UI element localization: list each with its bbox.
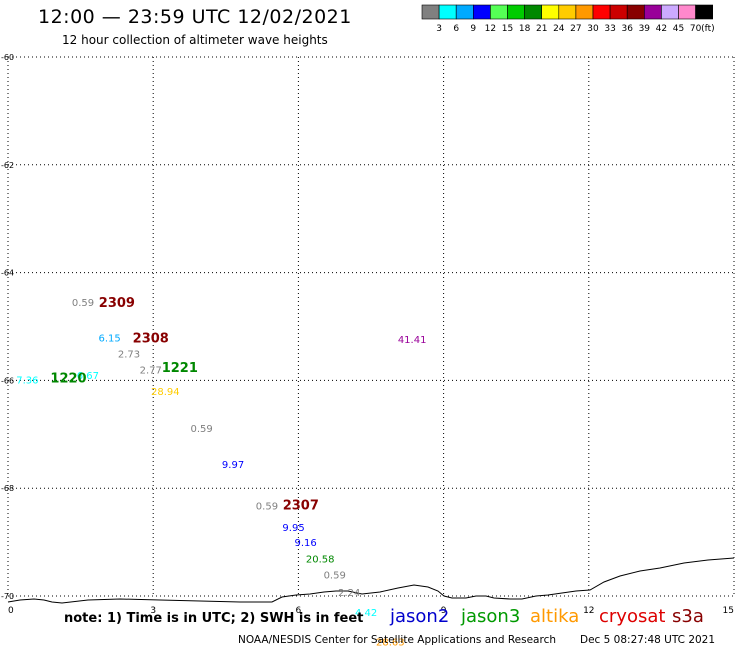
wave-height-label: 20.58 — [306, 554, 335, 565]
colorbar-swatch — [661, 4, 679, 20]
colorbar-swatch — [592, 4, 611, 20]
wave-height-label: 6.67 — [77, 371, 99, 382]
footer-credit: NOAA/NESDIS Center for Satellite Applica… — [238, 634, 556, 646]
colorbar-swatch — [421, 4, 440, 20]
legend-jason3: jason3 — [461, 606, 521, 627]
wave-height-label: 9.97 — [222, 460, 244, 471]
x-tick-label: 9 — [441, 606, 447, 616]
colorbar-swatch — [678, 4, 696, 20]
colorbar-label: 30 — [587, 24, 599, 34]
colorbar-label: 6 — [453, 24, 459, 34]
wave-height-label: 2.73 — [118, 349, 140, 360]
y-tick-label: -70 — [1, 592, 14, 601]
wave-height-label: 9.16 — [295, 538, 317, 549]
legend-cryosat: cryosat — [599, 606, 666, 627]
units-note: note: 1) Time is in UTC; 2) SWH is in fe… — [64, 611, 364, 626]
colorbar-swatch — [626, 4, 645, 20]
y-tick-label: -60 — [1, 53, 14, 62]
axes-frame — [7, 56, 735, 597]
wave-height-label: 0.59 — [256, 501, 278, 512]
y-tick-label: -64 — [1, 269, 14, 278]
chart-subtitle: 12 hour collection of altimeter wave hei… — [62, 33, 328, 47]
colorbar: 3 6 9 12 15 18 21 24 27 30 33 36 39 42 45 70 (ft) — [421, 4, 715, 34]
colorbar-label: 27 — [570, 24, 581, 34]
colorbar-swatch — [438, 4, 457, 20]
coastline-path — [7, 557, 735, 604]
colorbar-label: 42 — [656, 24, 667, 34]
colorbar-swatch — [609, 4, 628, 20]
colorbar-swatch — [472, 4, 491, 20]
colorbar-label: 18 — [519, 24, 531, 34]
y-tick-label: -62 — [1, 161, 14, 170]
colorbar-label: 24 — [553, 24, 565, 34]
colorbar-swatch — [558, 4, 577, 20]
colorbar-swatch — [524, 4, 542, 20]
wave-height-label: 41.41 — [398, 335, 427, 346]
colorbar-swatch — [695, 4, 713, 20]
colorbar-label: 15 — [502, 24, 513, 34]
chart-title: 12:00 — 23:59 UTC 12/02/2021 — [38, 6, 352, 28]
legend-jason2: jason2 — [390, 606, 450, 627]
x-tick-label: 0 — [8, 606, 14, 616]
colorbar-swatch — [575, 4, 594, 20]
coastline — [7, 557, 735, 604]
wave-height-label: 28.63 — [376, 637, 405, 648]
x-tick-label: 15 — [723, 606, 734, 616]
colorbar-label: 33 — [604, 24, 615, 34]
x-tick-label: 6 — [296, 606, 302, 616]
time-label: 2308 — [133, 331, 169, 346]
colorbar-label: 9 — [470, 24, 476, 34]
wave-height-label: 9.95 — [282, 523, 304, 534]
colorbar-label: 21 — [536, 24, 547, 34]
colorbar-unit: (ft) — [701, 24, 715, 34]
legend-s3a: s3a — [672, 606, 704, 627]
colorbar-label: 39 — [639, 24, 651, 34]
colorbar-swatch — [455, 4, 474, 20]
wave-height-label: 4.42 — [355, 608, 377, 619]
colorbar-swatch — [507, 4, 525, 20]
x-tick-label: 3 — [150, 606, 156, 616]
colorbar-swatch — [643, 4, 662, 20]
wave-height-label: 7.36 — [16, 375, 38, 386]
x-tick-label: 12 — [583, 606, 594, 616]
wave-height-label: 0.59 — [324, 570, 346, 581]
wave-height-label: 2.24 — [338, 588, 360, 599]
colorbar-swatch — [541, 4, 560, 20]
time-label: 2309 — [99, 296, 135, 311]
tick-labels: 0 3 6 9 12 15 -60 -62 -64 -66 -68 -70 — [1, 53, 734, 616]
legend-altika: altika — [530, 606, 580, 627]
wave-height-label: 2.77 — [140, 366, 162, 377]
colorbar-label: 45 — [673, 24, 684, 34]
y-tick-label: -68 — [1, 484, 14, 493]
time-label: 2307 — [283, 498, 319, 513]
colorbar-label: 3 — [436, 24, 442, 34]
grid-lines — [8, 57, 734, 596]
data-labels: 0.59 6.15 2.732.77 6.67 7.36 28.94 41.41 0.59 9.… — [16, 296, 426, 648]
time-label: 1220 — [50, 372, 86, 387]
wave-height-label: 0.59 — [190, 424, 212, 435]
footer-timestamp: Dec 5 08:27:48 UTC 2021 — [580, 634, 716, 646]
y-tick-label: -66 — [1, 376, 14, 385]
colorbar-label: 70 — [690, 24, 702, 34]
wave-height-label: 6.15 — [99, 333, 121, 344]
colorbar-label: 36 — [621, 24, 633, 34]
wave-height-label: 0.59 — [72, 298, 94, 309]
colorbar-swatch — [490, 4, 508, 20]
wave-height-label: 28.94 — [151, 387, 180, 398]
colorbar-label: 12 — [485, 24, 496, 34]
time-label: 1221 — [162, 361, 198, 376]
